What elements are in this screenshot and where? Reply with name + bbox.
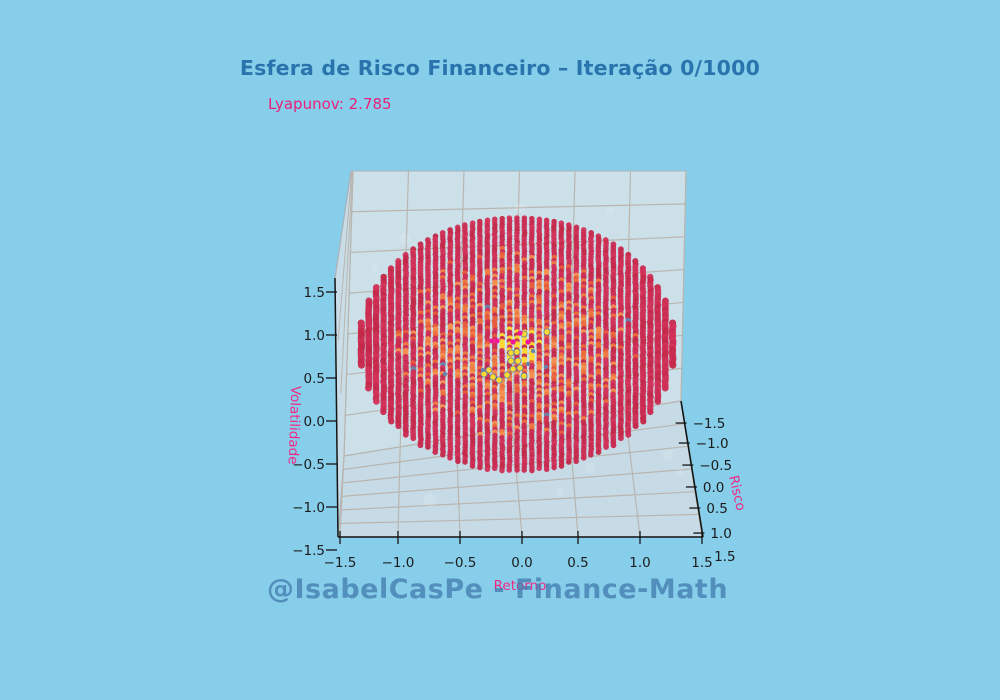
svg-text:1.5: 1.5 xyxy=(714,549,735,565)
highlight-points xyxy=(442,328,551,384)
svg-text:−0.5: −0.5 xyxy=(444,555,477,571)
svg-text:1.5: 1.5 xyxy=(691,555,712,571)
svg-text:−1.0: −1.0 xyxy=(292,500,325,516)
svg-text:−1.5: −1.5 xyxy=(324,555,357,571)
svg-text:−1.5: −1.5 xyxy=(292,543,325,559)
tick-labels: −1.5 −1.0 −0.5 0.0 0.5 1.0 1.51.51.00.50.0−0.5… xyxy=(292,285,735,571)
sphere-points xyxy=(357,215,677,474)
chart-title: Esfera de Risco Financeiro – Iteração 0/… xyxy=(239,56,761,80)
svg-text:−1.5: −1.5 xyxy=(693,416,726,432)
svg-text:Retorno: Retorno xyxy=(494,578,547,594)
axis-titles: Retorno Volatilidade Risco xyxy=(285,386,749,594)
tick-marks xyxy=(326,291,705,551)
svg-text:0.0: 0.0 xyxy=(304,414,325,430)
svg-text:0.5: 0.5 xyxy=(706,501,727,517)
svg-text:Volatilidade: Volatilidade xyxy=(285,386,304,465)
svg-text:−0.5: −0.5 xyxy=(292,457,325,473)
svg-text:1.0: 1.0 xyxy=(304,328,325,344)
svg-text:Risco: Risco xyxy=(725,474,749,513)
svg-text:−0.5: −0.5 xyxy=(699,458,732,474)
svg-text:−1.0: −1.0 xyxy=(696,436,729,452)
svg-text:1.0: 1.0 xyxy=(710,526,731,542)
lyapunov-readout: Lyapunov: 2.785 xyxy=(268,95,392,113)
svg-text:0.0: 0.0 xyxy=(511,555,532,571)
svg-text:1.5: 1.5 xyxy=(304,285,325,301)
svg-text:0.5: 0.5 xyxy=(304,371,325,387)
svg-text:0.0: 0.0 xyxy=(703,480,724,496)
svg-text:1.0: 1.0 xyxy=(629,555,650,571)
svg-text:0.5: 0.5 xyxy=(567,555,588,571)
svg-text:−1.0: −1.0 xyxy=(382,555,415,571)
watermark-credit: @IsabelCasPe - Finance-Math xyxy=(267,574,729,605)
